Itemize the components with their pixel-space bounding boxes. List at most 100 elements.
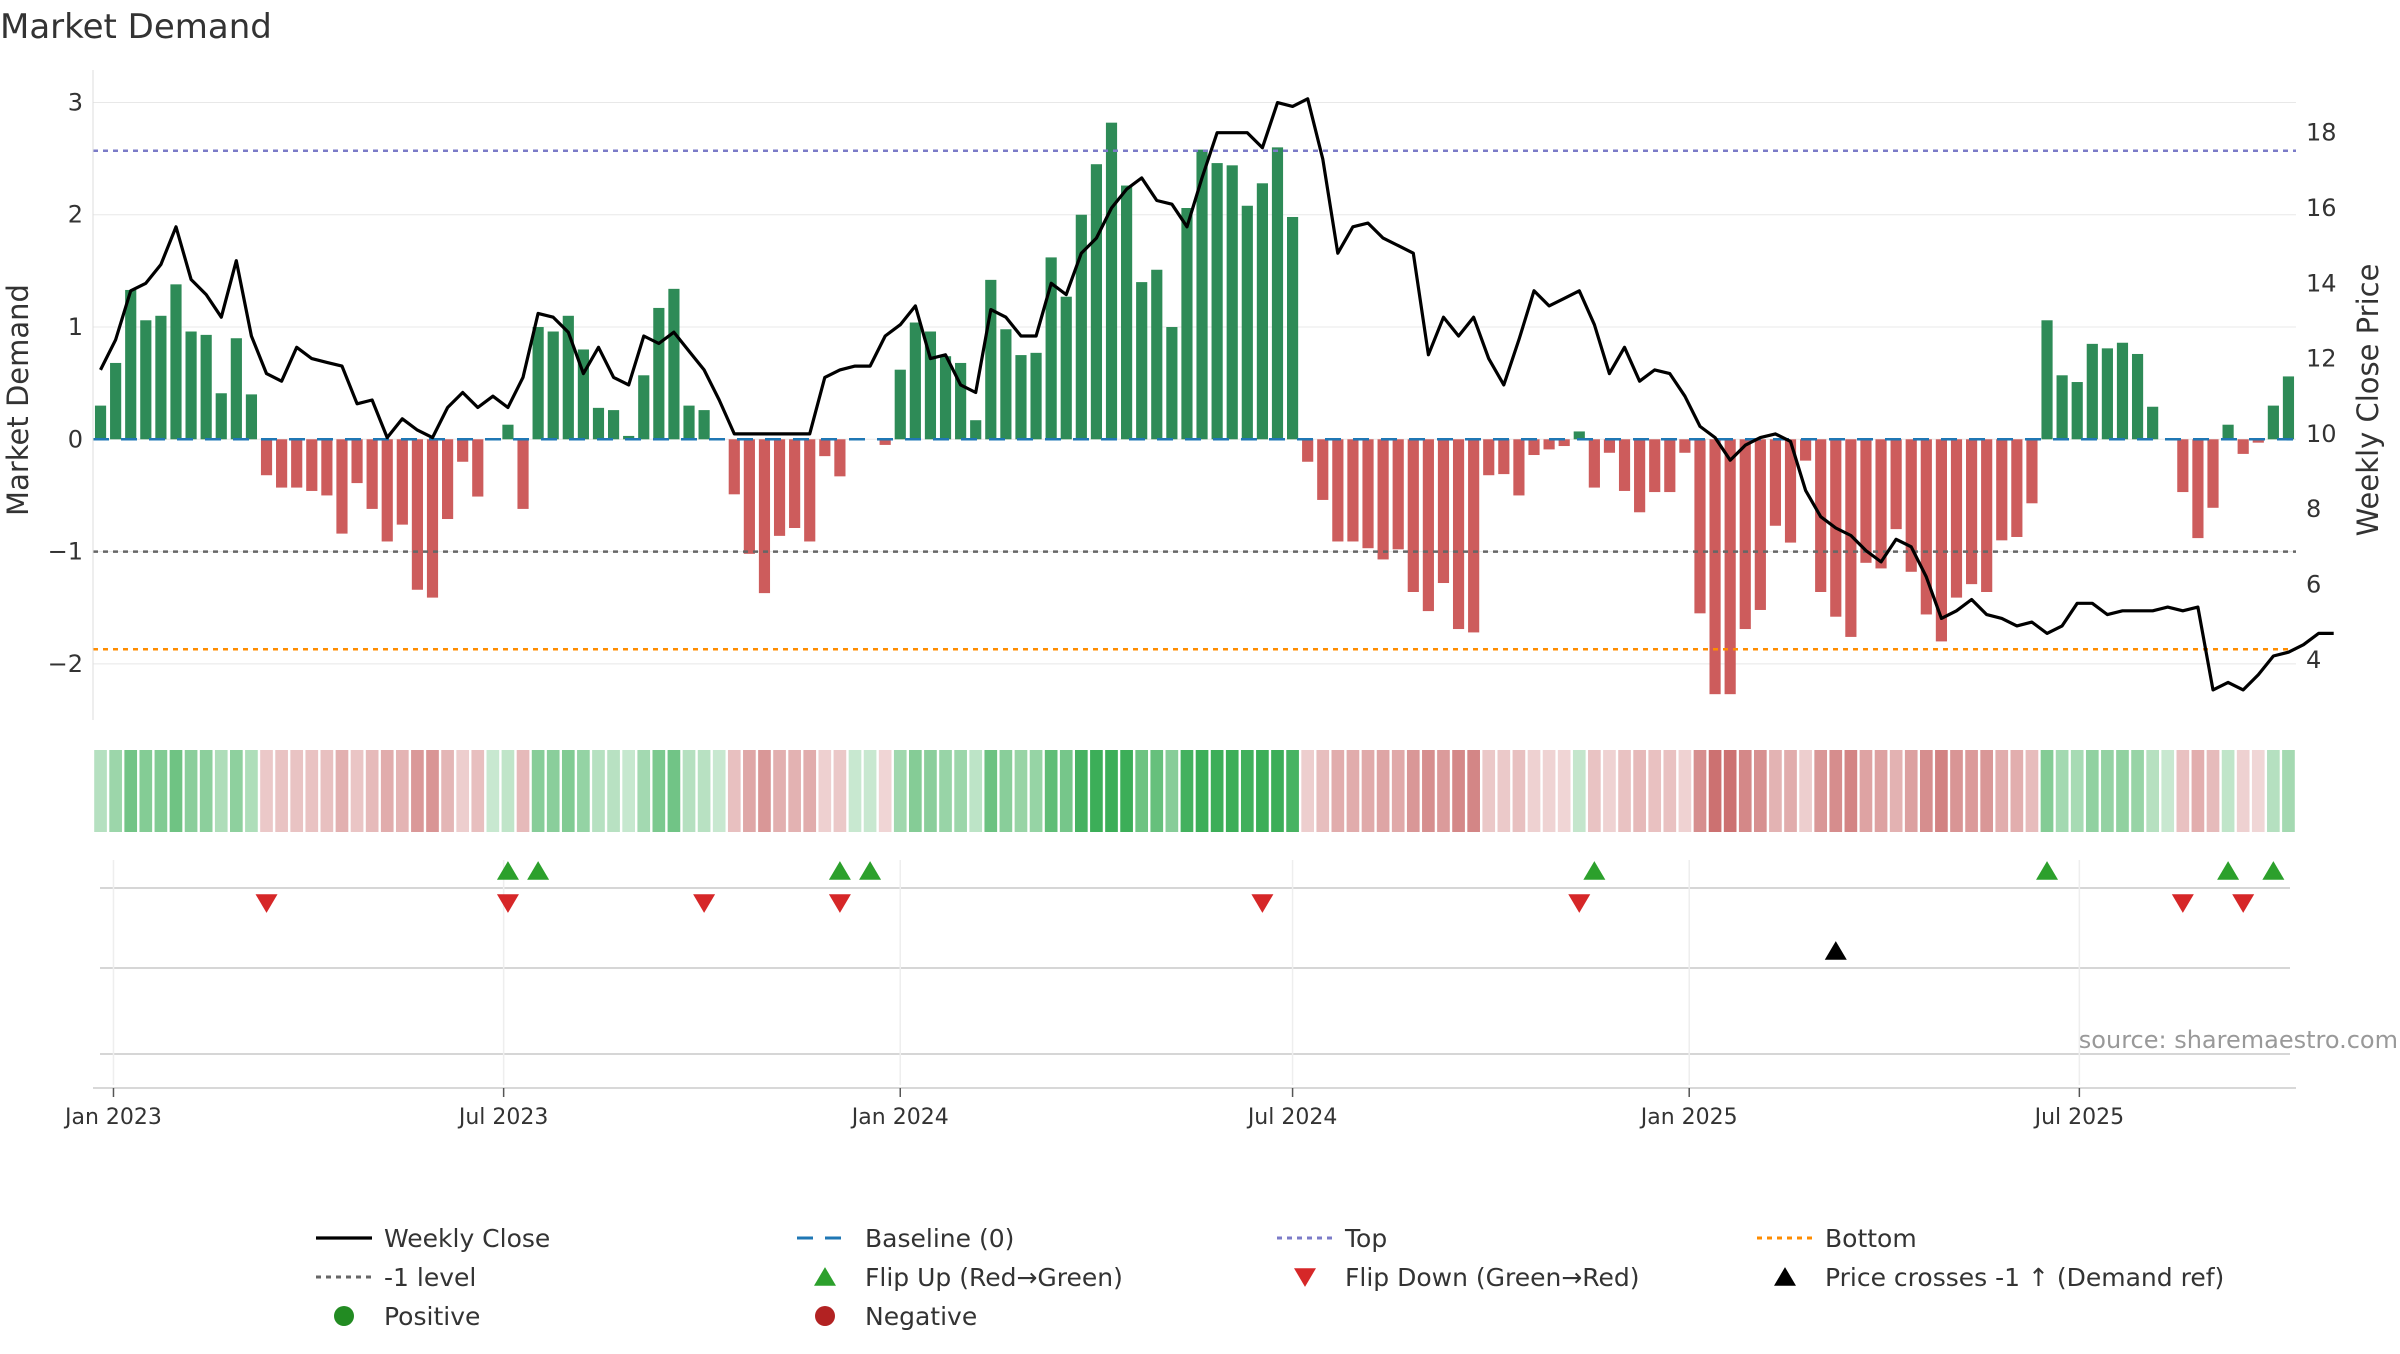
strip-cell (2070, 750, 2084, 832)
demand-bar (804, 439, 816, 542)
demand-bar (1452, 439, 1465, 630)
strip-cell (1361, 750, 1375, 832)
demand-bar (1347, 439, 1359, 542)
strip-cell (290, 750, 304, 832)
strip-cell (1618, 750, 1631, 832)
strip-cell (320, 750, 334, 832)
legend-item: Weekly Close (316, 1224, 550, 1253)
strip-cell (1437, 750, 1450, 832)
strip-cell (1240, 750, 1254, 832)
strip-cell (456, 750, 470, 832)
demand-bar (592, 407, 605, 440)
demand-bar (366, 439, 378, 509)
strip-cell (1271, 750, 1284, 832)
strip-cell (426, 750, 439, 832)
demand-bar (638, 375, 650, 440)
demand-bar (1121, 185, 1133, 440)
demand-bar (351, 439, 363, 484)
legend-item: Negative (815, 1302, 977, 1331)
strip-cell (1467, 750, 1480, 832)
strip-cell (878, 750, 892, 832)
left-axis-title: Market Demand (1, 284, 35, 516)
demand-bar (1860, 439, 1872, 563)
demand-bar (1090, 164, 1103, 440)
strip-cell (1452, 750, 1465, 832)
demand-bar (1618, 439, 1631, 491)
legend-swatch (814, 1267, 836, 1286)
legend-item: Bottom (1757, 1224, 1917, 1253)
demand-bar (1377, 439, 1389, 560)
strip-cell (411, 750, 424, 832)
demand-bar (577, 349, 589, 440)
demand-bar (1166, 327, 1178, 440)
strip-cell (1090, 750, 1103, 832)
demand-bar (623, 435, 635, 440)
demand-bar (140, 320, 152, 440)
strip-cell (712, 750, 726, 832)
strip-cell (1316, 750, 1330, 832)
strip-cell (365, 750, 379, 832)
strip-cell (2131, 750, 2144, 832)
strip-cell (214, 750, 228, 832)
strip-cell (954, 750, 967, 832)
demand-bar (1543, 439, 1555, 450)
strip-cell (1256, 750, 1269, 832)
demand-bar (381, 439, 393, 542)
strip-cell (999, 750, 1013, 832)
weekly-close-line (99, 97, 2334, 692)
right-tick-label: 12 (2306, 345, 2337, 373)
demand-bar (834, 439, 846, 477)
strip-cell (848, 750, 862, 832)
demand-bar (1271, 147, 1284, 440)
demand-bar (1211, 163, 1223, 440)
flip-down-marker (2171, 894, 2194, 913)
demand-bar (879, 439, 891, 445)
left-tick-label: 1 (68, 313, 83, 341)
demand-bar (924, 331, 937, 440)
strip-cell (1904, 750, 1918, 832)
legend-item: Flip Up (Red→Green) (814, 1263, 1123, 1292)
strip-cell (2221, 750, 2235, 832)
strip-cell (1588, 750, 1601, 832)
strip-cell (1346, 750, 1360, 832)
flip-up-marker (2262, 861, 2285, 880)
strip-cell (516, 750, 530, 832)
demand-bar (985, 279, 997, 440)
strip-cell (1150, 750, 1164, 832)
strip-cell (1754, 750, 1767, 832)
demand-bar (1649, 439, 1661, 493)
demand-bar (411, 439, 423, 590)
legend-label: Bottom (1825, 1224, 1917, 1253)
demand-bar (2131, 353, 2144, 440)
demand-bar (1105, 122, 1118, 440)
demand-bar (457, 439, 469, 462)
demand-bar (607, 410, 620, 440)
legend-label: -1 level (384, 1263, 476, 1292)
demand-bar (1754, 439, 1766, 610)
demand-bar (276, 439, 288, 488)
demand-bar (1603, 439, 1616, 453)
x-tick-label: Jul 2024 (1246, 1105, 1338, 1130)
demand-bar (200, 334, 212, 440)
demand-bar (1694, 439, 1706, 614)
strip-cell (380, 750, 394, 832)
event-markers (100, 860, 2290, 1085)
demand-bar (1392, 439, 1404, 550)
demand-bar (125, 289, 137, 440)
demand-bar (2282, 376, 2295, 440)
flip-down-marker (1568, 894, 1591, 913)
strip-cell (2251, 750, 2265, 832)
demand-bar (2237, 439, 2249, 454)
demand-bar (502, 424, 514, 440)
strip-cell (924, 750, 937, 832)
strip-cell (1195, 750, 1209, 832)
strip-cell (1331, 750, 1345, 832)
x-tick-label: Jul 2023 (457, 1105, 549, 1130)
strip-cell (124, 750, 138, 832)
demand-bar (2192, 439, 2204, 539)
strip-cell (1965, 750, 1978, 832)
demand-bar (532, 327, 544, 440)
strip-cell (788, 750, 801, 832)
